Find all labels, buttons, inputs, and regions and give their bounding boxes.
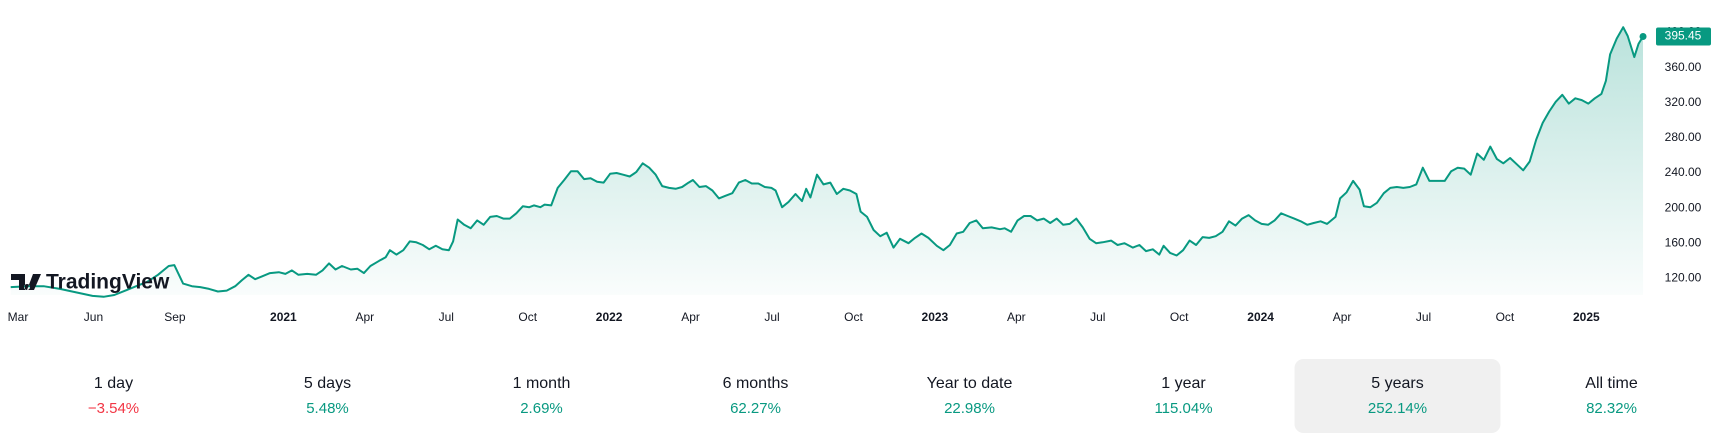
- x-tick-label: Oct: [1496, 310, 1515, 324]
- area-fill: [10, 27, 1644, 297]
- period-tab[interactable]: All time 82.32%: [1585, 375, 1638, 417]
- tab-label: All time: [1585, 375, 1638, 392]
- watermark: TradingView: [11, 271, 170, 294]
- tab-change: −3.54%: [88, 400, 139, 417]
- logo-icon: [11, 274, 41, 290]
- tab-label: 5 days: [304, 375, 351, 392]
- tab-change: 252.14%: [1368, 400, 1427, 417]
- x-tick-label: Apr: [1333, 310, 1352, 324]
- price-line: [10, 26, 1644, 298]
- x-tick-label: Jul: [1090, 310, 1105, 324]
- tab-label: 6 months: [723, 375, 789, 392]
- x-tick-label: Oct: [844, 310, 863, 324]
- tab-change: 5.48%: [306, 400, 349, 417]
- period-tab[interactable]: 1 year 115.04%: [1154, 375, 1212, 417]
- price-label-box: [1656, 27, 1711, 46]
- y-tick-label: 280.00: [1665, 130, 1702, 144]
- y-tick-label: 360.00: [1665, 60, 1702, 74]
- x-tick-label: Jul: [1416, 310, 1431, 324]
- last-point: [1639, 32, 1647, 40]
- period-tabs: 1 day −3.54% 5 days 5.48% 1 month 2.69% 6 mont…: [88, 359, 1638, 433]
- tab-label: 1 month: [513, 375, 571, 392]
- tab-label: 5 years: [1371, 375, 1423, 392]
- x-tick-label: Jun: [84, 310, 103, 324]
- x-tick-label: Jul: [439, 310, 454, 324]
- y-tick-label: 200.00: [1665, 200, 1702, 214]
- x-tick-label: 2024: [1247, 310, 1274, 324]
- x-tick-label: Mar: [8, 310, 29, 324]
- tab-change: 62.27%: [730, 400, 781, 417]
- tab-label: 1 year: [1161, 375, 1206, 392]
- y-tick-label: 160.00: [1665, 235, 1702, 249]
- x-tick-label: 2021: [270, 310, 297, 324]
- x-tick-label: Apr: [355, 310, 374, 324]
- selected-tab-bg: [1294, 359, 1501, 433]
- tab-change: 82.32%: [1586, 400, 1637, 417]
- tab-label: 1 day: [94, 375, 133, 392]
- x-tick-label: 2022: [596, 310, 623, 324]
- y-tick-label: 320.00: [1665, 95, 1702, 109]
- x-tick-label: Apr: [1007, 310, 1026, 324]
- x-tick-label: Oct: [1170, 310, 1189, 324]
- y-tick-label: 240.00: [1665, 165, 1702, 179]
- x-tick-label: Apr: [681, 310, 700, 324]
- x-tick-label: 2023: [922, 310, 949, 324]
- period-tab[interactable]: 6 months 62.27%: [723, 375, 789, 417]
- x-tick-label: Oct: [518, 310, 537, 324]
- tab-label: Year to date: [927, 375, 1013, 392]
- period-tab[interactable]: 5 years 252.14%: [1294, 359, 1501, 433]
- x-tick-label: Jul: [764, 310, 779, 324]
- tab-change: 115.04%: [1154, 400, 1212, 417]
- tab-change: 2.69%: [520, 400, 563, 417]
- price-label: 395.45: [1665, 29, 1702, 43]
- logo-text: TradingView: [46, 271, 170, 294]
- period-tab[interactable]: 1 month 2.69%: [513, 375, 571, 417]
- period-tab[interactable]: 5 days 5.48%: [304, 375, 351, 417]
- period-tab[interactable]: Year to date 22.98%: [927, 375, 1013, 417]
- y-tick-label: 120.00: [1665, 270, 1702, 284]
- period-tab[interactable]: 1 day −3.54%: [88, 375, 139, 417]
- x-tick-label: 2025: [1573, 310, 1600, 324]
- tab-change: 22.98%: [944, 400, 995, 417]
- x-tick-label: Sep: [164, 310, 186, 324]
